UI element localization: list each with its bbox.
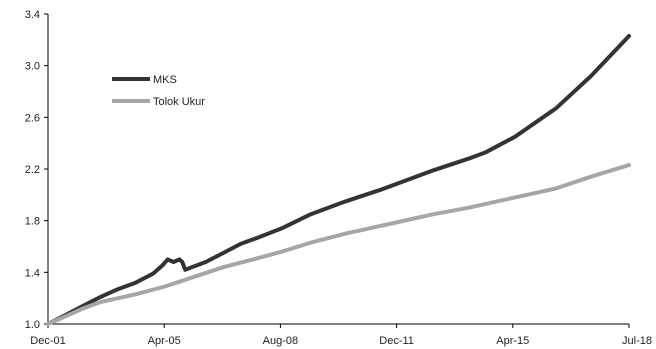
series-line-tolok-ukur bbox=[46, 163, 631, 326]
x-tick-label: Apr-05 bbox=[148, 335, 181, 347]
y-tick-label: 2.6 bbox=[25, 112, 40, 124]
y-tick-label: 3.4 bbox=[25, 9, 40, 21]
y-tick-label: 1.0 bbox=[25, 319, 40, 331]
x-tick-label: Jul-18 bbox=[622, 335, 652, 347]
y-tick-label: 2.2 bbox=[25, 164, 40, 176]
series-line-mks bbox=[46, 34, 631, 326]
y-tick-label: 3.0 bbox=[25, 61, 40, 73]
x-tick-label: Apr-15 bbox=[496, 335, 529, 347]
legend-label: MKS bbox=[153, 74, 177, 86]
legend: MKS Tolok Ukur bbox=[112, 74, 205, 108]
x-tick-label: Dec-01 bbox=[30, 335, 65, 347]
axes: 1.0 1.4 1.8 2.2 2.6 3.0 3.4 Dec-01 Apr-05 Aug-08 D… bbox=[25, 9, 652, 347]
series-lines bbox=[46, 34, 631, 326]
y-tick-label: 1.8 bbox=[25, 216, 40, 228]
legend-label: Tolok Ukur bbox=[153, 96, 205, 108]
y-tick-label: 1.4 bbox=[25, 267, 40, 279]
x-tick-label: Dec-11 bbox=[379, 335, 414, 347]
x-tick-label: Aug-08 bbox=[263, 335, 298, 347]
